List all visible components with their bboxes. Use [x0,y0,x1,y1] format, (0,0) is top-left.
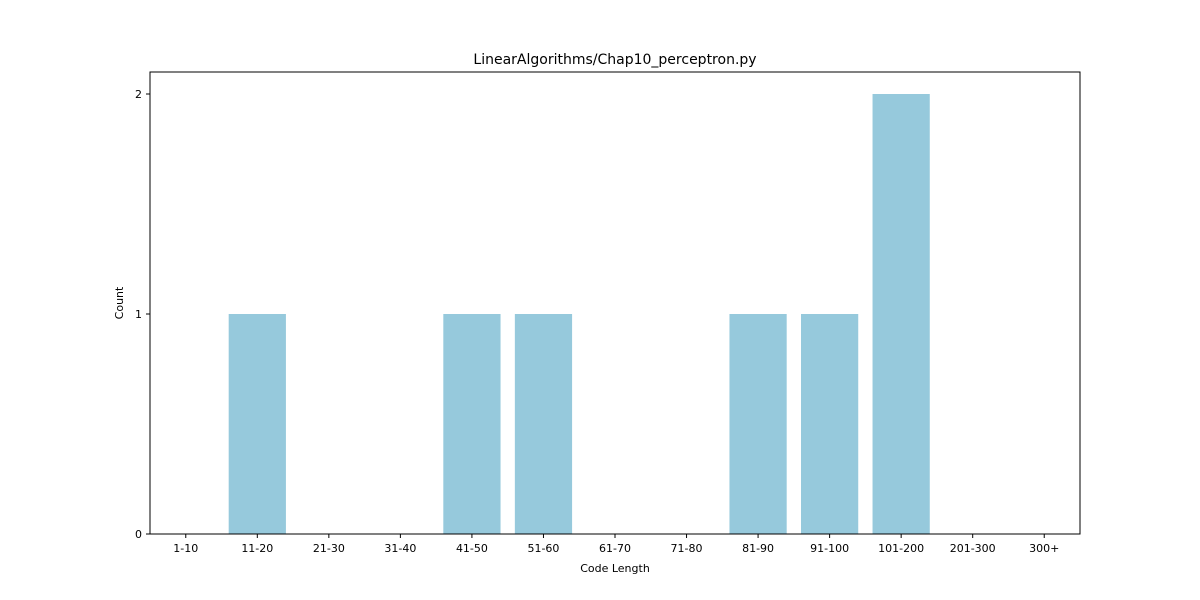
x-tick-label: 300+ [1029,542,1059,555]
bar-101-200 [872,94,930,534]
bar-91-100 [801,314,859,534]
chart-title: LinearAlgorithms/Chap10_perceptron.py [473,52,756,68]
y-tick-label: 0 [135,528,142,541]
bar-41-50 [443,314,501,534]
bars-layer [228,94,930,534]
x-tick-label: 61-70 [599,542,631,555]
x-tick-label: 81-90 [742,542,774,555]
x-tick-label: 31-40 [384,542,416,555]
x-tick-label: 1-10 [173,542,198,555]
x-tick-label: 91-100 [810,542,849,555]
bar-81-90 [729,314,787,534]
bar-11-20 [228,314,286,534]
y-tick-label: 1 [135,308,142,321]
x-tick-label: 41-50 [456,542,488,555]
x-tick-label: 71-80 [671,542,703,555]
y-axis-ticks: 0 1 2 [135,88,150,541]
plot-frame [149,71,1081,535]
x-tick-label: 201-300 [950,542,996,555]
x-axis-label: Code Length [580,562,650,575]
y-axis-label: Count [113,286,126,319]
y-tick-label: 2 [135,88,142,101]
x-tick-label: 21-30 [313,542,345,555]
x-axis-ticks: 1-10 11-20 21-30 31-40 41-50 51-60 61-70 71-80 8… [173,534,1059,555]
bar-51-60 [514,314,573,534]
x-tick-label: 101-200 [878,542,924,555]
x-tick-label: 11-20 [241,542,273,555]
x-tick-label: 51-60 [527,542,559,555]
